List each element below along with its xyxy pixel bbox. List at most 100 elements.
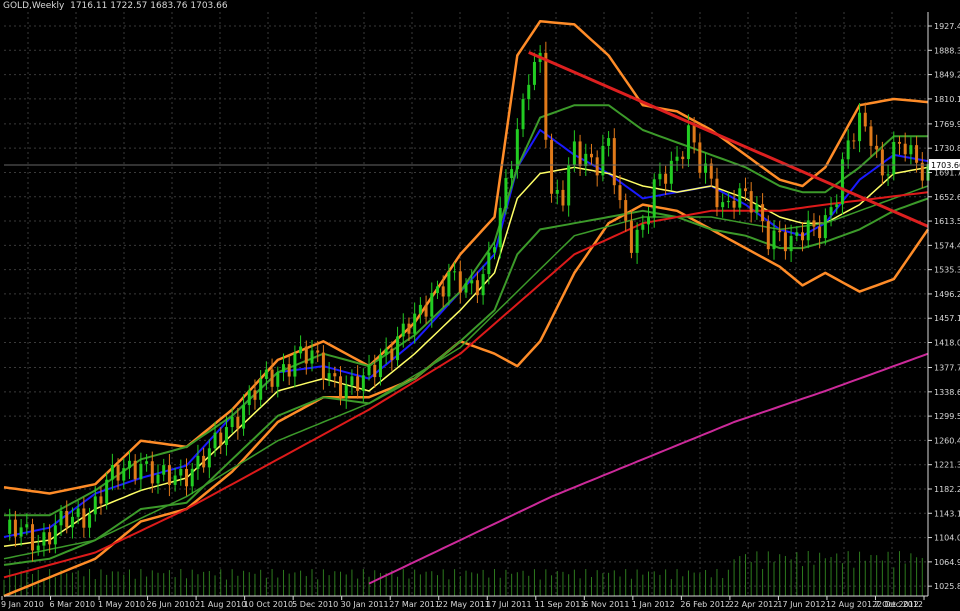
x-tick-label: 7 Oct 2012 — [874, 600, 918, 609]
y-tick-label: 1457.10 — [934, 314, 960, 323]
candle-body — [327, 373, 331, 380]
candle-body — [675, 156, 679, 161]
x-tick-label: 1 Jan 2012 — [632, 600, 675, 609]
candle-body — [521, 99, 525, 130]
candle-body — [82, 508, 86, 528]
chart-header: GOLD,Weekly 1716.11 1722.57 1683.76 1703… — [3, 1, 228, 11]
indicator-bollinger_lower — [3, 203, 930, 598]
candle-body — [481, 274, 485, 296]
x-tick-label: 21 Aug 2010 — [195, 600, 246, 609]
x-tick-label: 5 Dec 2010 — [292, 600, 338, 609]
candle-body — [99, 496, 103, 504]
candle-body — [259, 378, 263, 400]
candle-body — [458, 271, 462, 293]
candle-body — [378, 355, 382, 378]
candle-body — [276, 372, 280, 387]
candle-body — [373, 364, 377, 378]
x-tick-label: 1 May 2010 — [98, 600, 145, 609]
candle-body — [835, 204, 839, 208]
candle-body — [789, 235, 793, 252]
candle-body — [407, 323, 411, 334]
candle-body — [892, 141, 896, 175]
y-tick-label: 1260.45 — [934, 436, 960, 445]
candle-body — [698, 142, 702, 173]
candle-body — [561, 189, 565, 206]
candle-body — [715, 178, 719, 208]
candle-body — [333, 373, 337, 377]
candle-body — [778, 230, 782, 233]
x-tick-label: 17 Jun 2012 — [777, 600, 825, 609]
candle-body — [629, 220, 633, 253]
candle-body — [897, 141, 901, 144]
candle-body — [515, 129, 519, 170]
candle-body — [59, 510, 63, 526]
x-tick-label: 11 Sep 2011 — [535, 600, 586, 609]
candle-body — [818, 226, 822, 239]
y-tick-label: 1927.45 — [934, 22, 960, 31]
candle-body — [270, 369, 274, 387]
candle-body — [464, 283, 468, 293]
candle-body — [880, 149, 884, 176]
candle-body — [783, 232, 787, 252]
candle-body — [453, 271, 457, 273]
candle-body — [230, 416, 234, 428]
y-tick-label: 1769.90 — [934, 120, 960, 129]
candle-body — [127, 460, 131, 469]
candle-body — [321, 352, 325, 380]
x-tick-label: 22 Apr 2012 — [729, 600, 778, 609]
candle-body — [139, 463, 143, 480]
y-tick-label: 1535.30 — [934, 266, 960, 275]
candle-body — [42, 532, 46, 546]
candle-body — [721, 202, 725, 208]
candle-body — [401, 323, 405, 337]
y-tick-label: 1574.40 — [934, 241, 960, 250]
candle-body — [361, 375, 365, 391]
y-tick-label: 1221.35 — [934, 461, 960, 470]
volume-bars — [3, 551, 929, 596]
candle-body — [162, 465, 166, 475]
candle-body — [743, 188, 747, 192]
candle-body — [350, 376, 354, 386]
candle-body — [475, 280, 479, 296]
candle-body — [686, 125, 690, 160]
indicator-ma_magenta — [368, 352, 929, 585]
candle-body — [316, 350, 320, 353]
candle-body — [53, 525, 57, 545]
candle-body — [664, 173, 668, 184]
candle-body — [19, 527, 23, 537]
candle-body — [179, 468, 183, 476]
candle-body — [601, 145, 605, 176]
y-tick-label: 1849.25 — [934, 71, 960, 80]
trendline — [528, 51, 929, 228]
candle-body — [732, 200, 736, 208]
candle-body — [70, 516, 74, 528]
y-tick-label: 1025.85 — [934, 582, 960, 591]
symbol-label: GOLD,Weekly — [3, 1, 65, 11]
candle-body — [681, 156, 685, 160]
candle-body — [766, 221, 770, 250]
candle-body — [755, 204, 759, 213]
x-tick-label: 17 Jul 2011 — [486, 600, 531, 609]
x-tick-label: 2 Dec 2012 — [877, 600, 923, 609]
y-tick-label: 1418.00 — [934, 339, 960, 348]
candle-body — [213, 432, 217, 449]
y-tick-label: 1299.55 — [934, 412, 960, 421]
candle-body — [840, 159, 844, 205]
candle-body — [510, 169, 514, 179]
candle-body — [624, 200, 628, 221]
x-tick-label: 26 Jun 2010 — [147, 600, 195, 609]
candle-body — [709, 163, 713, 179]
candle-body — [224, 427, 228, 446]
y-tick-label: 1613.50 — [934, 217, 960, 226]
candle-body — [339, 376, 343, 399]
candle-body — [299, 346, 303, 354]
candle-body — [110, 465, 114, 480]
low-value: 1683.76 — [150, 1, 188, 11]
y-tick-label: 1104.05 — [934, 534, 960, 543]
current-price-tag: 1703.66 — [931, 161, 960, 170]
candle-body — [48, 532, 52, 545]
candle-body — [652, 179, 656, 218]
candle-body — [116, 465, 120, 481]
candle-body — [595, 157, 599, 176]
